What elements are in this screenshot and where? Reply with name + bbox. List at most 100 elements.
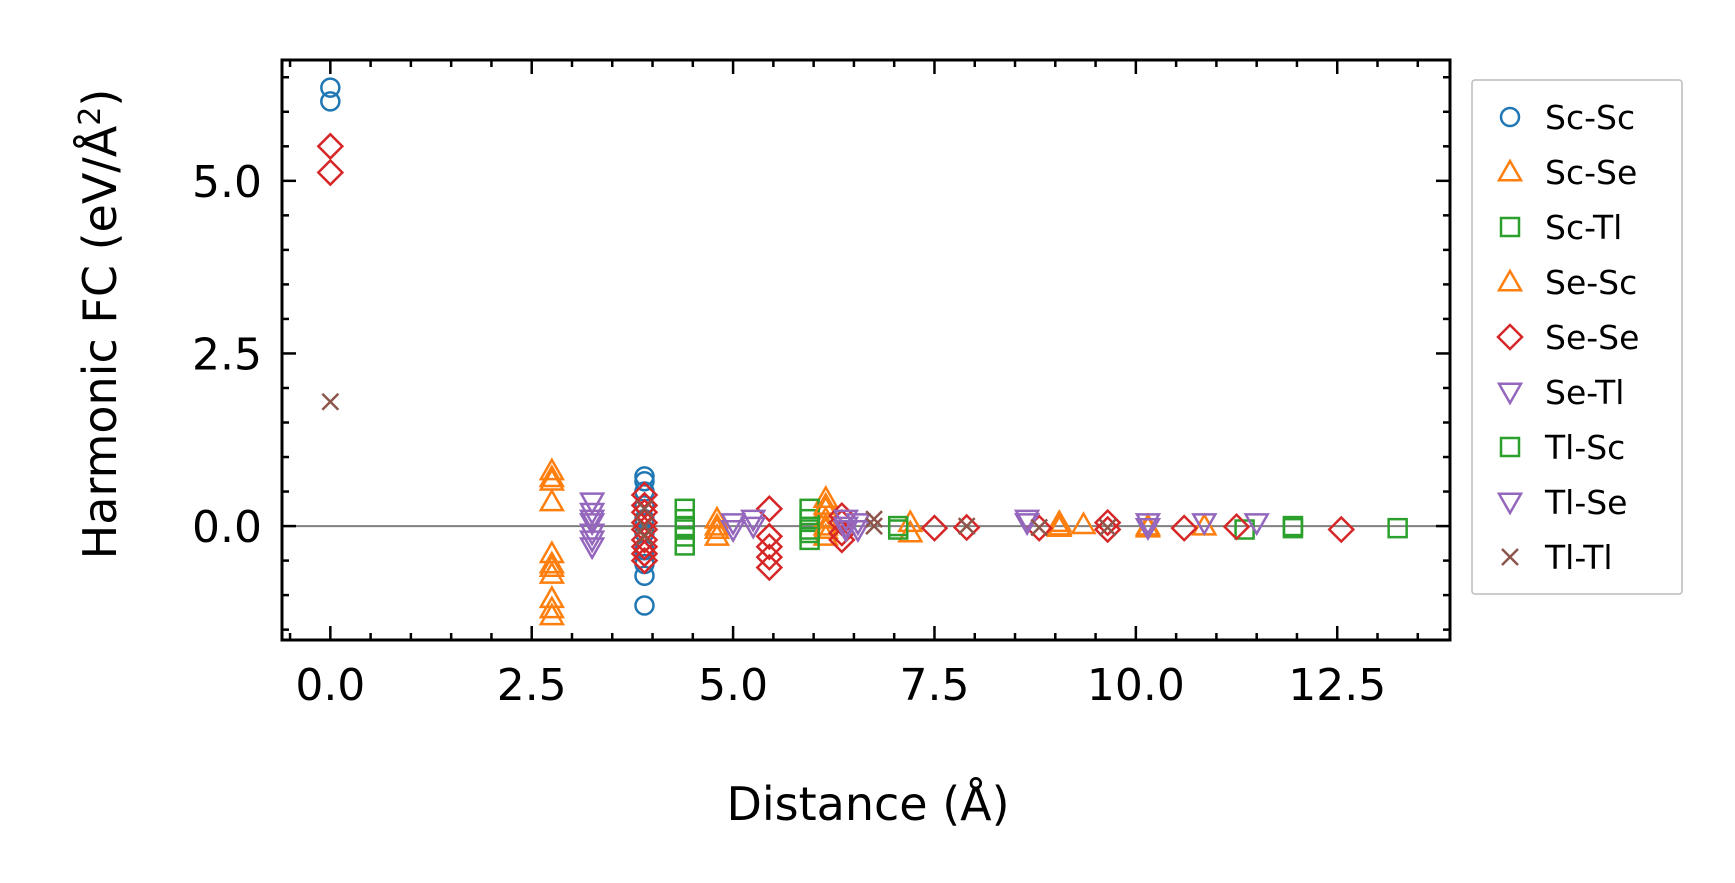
point-sc-tl <box>799 508 820 530</box>
x-tick-label: 10.0 <box>1087 660 1185 711</box>
point-se-se <box>920 514 949 542</box>
point-se-se <box>755 522 784 551</box>
legend-item-sc-tl: Sc-Tl <box>1499 208 1622 247</box>
point-tl-sc <box>887 519 909 540</box>
legend-item-se-sc: Se-Sc <box>1496 263 1637 302</box>
legend-marker-se-sc <box>1496 268 1524 292</box>
point-se-se <box>1222 512 1251 541</box>
point-tl-sc <box>799 522 820 544</box>
point-sc-se <box>538 488 566 512</box>
legend-item-sc-sc: Sc-Sc <box>1499 98 1635 137</box>
point-sc-se <box>538 553 566 577</box>
point-sc-se <box>1046 509 1073 533</box>
axis-ticks <box>282 60 1450 640</box>
point-tl-tl <box>1030 518 1049 537</box>
point-se-tl <box>578 537 606 561</box>
point-se-tl <box>719 520 747 544</box>
point-tl-se <box>740 509 767 533</box>
point-tl-se <box>1243 513 1270 537</box>
point-sc-sc <box>320 91 341 112</box>
y-tick-label: 2.5 <box>192 329 262 380</box>
legend-marker-sc-se <box>1496 158 1524 182</box>
point-se-sc <box>538 550 566 574</box>
legend-label-tl-sc: Tl-Sc <box>1544 428 1625 467</box>
point-se-se <box>630 481 659 509</box>
point-se-se <box>630 498 659 527</box>
point-se-se <box>1093 508 1122 537</box>
point-sc-se <box>897 519 924 543</box>
plot-frame <box>280 58 1452 642</box>
legend-item-tl-sc: Tl-Sc <box>1499 428 1625 467</box>
point-se-tl <box>1134 513 1162 537</box>
point-se-sc <box>703 512 731 536</box>
point-sc-tl <box>1387 517 1408 539</box>
point-se-se <box>630 546 659 575</box>
point-tl-se <box>1134 517 1162 541</box>
point-tl-tl <box>865 517 883 535</box>
series-tl-tl <box>321 392 1117 546</box>
legend: Sc-Sc Sc-Se Sc-Tl Se-Sc Se-Se Se-Tl Tl-Sc Tl-Se… <box>1471 79 1683 595</box>
point-sc-se <box>812 516 839 540</box>
point-se-se <box>755 495 784 523</box>
point-sc-se <box>538 595 566 619</box>
legend-marker-tl-tl <box>1501 548 1519 566</box>
point-tl-sc <box>1282 515 1304 537</box>
y-tick-label: 0.0 <box>192 502 262 553</box>
point-tl-se <box>578 509 606 533</box>
legend-item-tl-tl: Tl-Tl <box>1501 538 1613 577</box>
legend-item-se-se: Se-Se <box>1496 318 1639 357</box>
y-tick-label: 5.0 <box>192 157 262 208</box>
point-se-se <box>755 553 784 582</box>
point-tl-tl <box>635 527 654 546</box>
scatter-points <box>316 77 1408 626</box>
point-tl-tl <box>321 392 340 411</box>
point-sc-tl <box>674 535 696 556</box>
point-tl-tl <box>957 517 976 535</box>
point-sc-sc <box>320 77 341 98</box>
legend-marker-se-tl <box>1496 382 1524 406</box>
point-sc-sc <box>634 565 655 587</box>
point-sc-se <box>703 516 731 540</box>
series-tl-se <box>578 509 1270 544</box>
point-sc-sc <box>634 495 655 516</box>
point-se-sc <box>538 467 566 491</box>
legend-label-sc-tl: Sc-Tl <box>1545 208 1622 247</box>
point-tl-se <box>740 516 767 540</box>
point-se-se <box>316 132 345 161</box>
series-sc-se <box>538 457 1218 626</box>
legend-label-sc-sc: Sc-Sc <box>1545 98 1635 137</box>
legend-items: Sc-Sc Sc-Se Sc-Tl Se-Sc Se-Se Se-Tl Tl-Sc Tl-Se… <box>1496 98 1639 577</box>
legend-marker-sc-sc <box>1499 106 1521 128</box>
legend-marker-tl-se <box>1496 492 1524 516</box>
point-se-se <box>1093 515 1122 544</box>
point-se-tl <box>719 513 747 537</box>
point-se-sc <box>1046 512 1073 536</box>
point-se-se <box>316 158 345 187</box>
x-tick-label: 5.0 <box>698 660 768 711</box>
point-se-tl <box>1191 513 1218 537</box>
point-tl-se <box>844 520 872 544</box>
point-se-se <box>1327 515 1356 544</box>
point-se-se <box>755 533 784 561</box>
legend-marker-tl-sc <box>1499 436 1521 458</box>
point-sc-se <box>1070 511 1097 535</box>
point-se-tl <box>578 523 606 547</box>
y-tick-labels: 0.0 2.5 5.0 <box>192 157 262 553</box>
legend-item-se-tl: Se-Tl <box>1496 373 1624 412</box>
point-se-se <box>1170 514 1198 542</box>
point-sc-se <box>538 602 566 626</box>
point-tl-sc <box>674 515 696 537</box>
x-tick-label: 0.0 <box>295 660 365 711</box>
x-axis-title: Distance (Å) <box>726 777 1009 831</box>
point-se-se <box>630 526 659 554</box>
point-tl-tl <box>865 510 883 529</box>
legend-label-se-tl: Se-Tl <box>1545 373 1624 412</box>
point-sc-tl <box>674 498 696 520</box>
y-axis-title-close: ) <box>73 89 127 107</box>
x-tick-label: 7.5 <box>899 660 969 711</box>
point-sc-se <box>538 464 566 488</box>
point-se-se <box>630 539 659 568</box>
point-sc-sc <box>634 470 655 492</box>
legend-label-sc-se: Sc-Se <box>1545 153 1637 192</box>
